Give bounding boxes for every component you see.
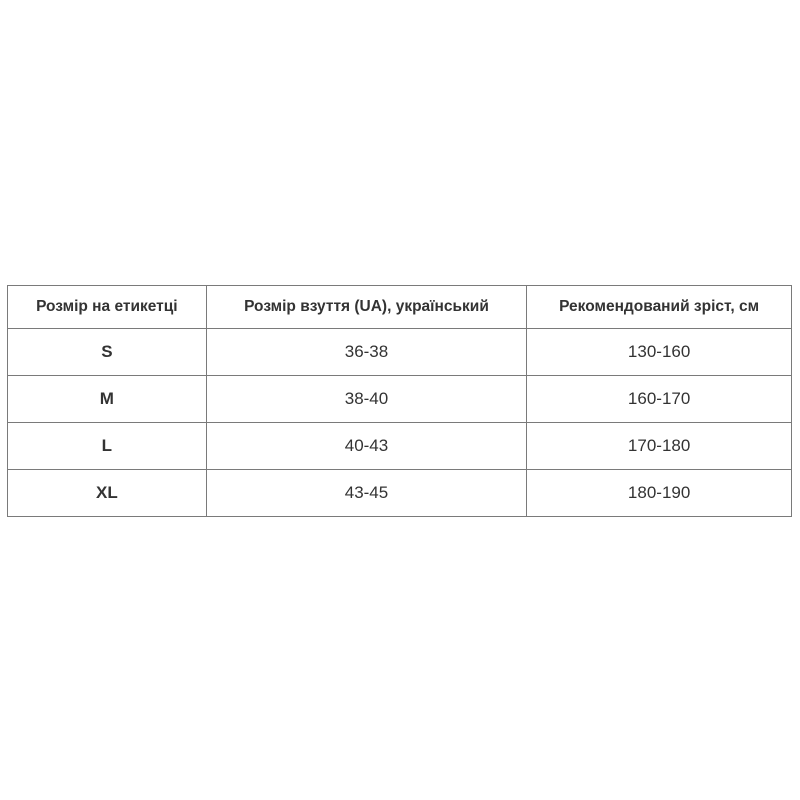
header-shoe-size: Розмір взуття (UA), український bbox=[205, 285, 528, 329]
table-row: L 40-43 170-180 bbox=[7, 422, 792, 470]
cell-shoe-size: 43-45 bbox=[205, 469, 528, 517]
size-chart-table: Розмір на етикетці Розмір взуття (UA), у… bbox=[7, 285, 792, 517]
cell-height: 170-180 bbox=[526, 422, 792, 470]
cell-height: 130-160 bbox=[526, 328, 792, 376]
table-row: XL 43-45 180-190 bbox=[7, 469, 792, 517]
table-row: S 36-38 130-160 bbox=[7, 328, 792, 376]
header-row: Розмір на етикетці Розмір взуття (UA), у… bbox=[7, 285, 792, 329]
cell-height: 180-190 bbox=[526, 469, 792, 517]
table-row: M 38-40 160-170 bbox=[7, 375, 792, 423]
header-height: Рекомендований зріст, см bbox=[526, 285, 792, 329]
cell-size: M bbox=[7, 375, 207, 423]
header-label-size: Розмір на етикетці bbox=[7, 285, 207, 329]
cell-height: 160-170 bbox=[526, 375, 792, 423]
cell-shoe-size: 40-43 bbox=[205, 422, 528, 470]
cell-size: S bbox=[7, 328, 207, 376]
cell-shoe-size: 38-40 bbox=[205, 375, 528, 423]
cell-shoe-size: 36-38 bbox=[205, 328, 528, 376]
cell-size: XL bbox=[7, 469, 207, 517]
cell-size: L bbox=[7, 422, 207, 470]
